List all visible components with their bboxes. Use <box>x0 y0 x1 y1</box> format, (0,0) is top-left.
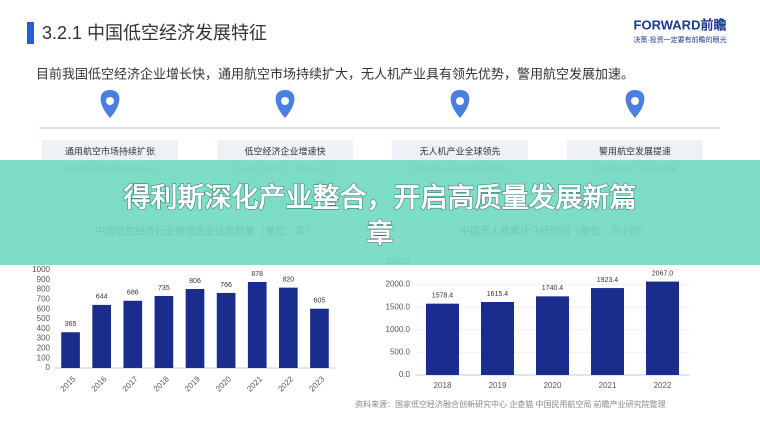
y-tick-label: 1000 <box>32 265 50 274</box>
banner-line: 章 <box>367 218 394 249</box>
data-label: 1615.4 <box>487 291 509 298</box>
y-tick-label: 2000.0 <box>386 280 411 289</box>
x-tick-label: 2019 <box>489 381 507 390</box>
banner-line: 得利斯深化产业整合，开启高质量发展新篇 <box>123 182 637 213</box>
data-label: 820 <box>282 276 294 283</box>
bar <box>646 281 679 375</box>
bar <box>310 308 329 368</box>
bar <box>185 289 205 368</box>
pin-dot <box>631 97 639 105</box>
data-label: 365 <box>65 321 77 328</box>
y-tick-label: 900 <box>37 275 51 284</box>
slogan: 决策·投资一定要有前瞻的眼光 <box>633 35 726 44</box>
y-tick-label: 800 <box>37 285 51 294</box>
pin-dot <box>281 97 289 105</box>
data-label: 644 <box>96 294 108 301</box>
y-tick-label: 0 <box>46 363 51 372</box>
y-tick-label: 100 <box>37 353 51 362</box>
data-label: 735 <box>158 285 170 292</box>
banner-band <box>0 160 760 265</box>
y-tick-label: 500 <box>37 314 51 323</box>
data-label: 878 <box>251 271 263 278</box>
x-tick-label: 2020 <box>544 381 562 390</box>
bar <box>123 300 143 368</box>
summary: 目前我国低空经济企业增长快，通用航空市场持续扩大，无人机产业具有领先优势，警用航… <box>36 66 634 81</box>
source: 资料来源：国家低空经济融合创新研究中心 企查猫 中国民用航空局 前瞻产业研究院整… <box>355 399 666 409</box>
bar <box>61 332 80 368</box>
y-tick-label: 400 <box>37 324 51 333</box>
slide-title: 3.2.1 中国低空经济发展特征 <box>42 23 267 43</box>
pin-dot <box>456 97 464 105</box>
bar <box>591 288 624 375</box>
y-tick-label: 200 <box>37 344 51 353</box>
data-label: 1923.4 <box>597 277 619 284</box>
y-tick-label: 300 <box>37 334 51 343</box>
y-tick-label: 700 <box>37 295 51 304</box>
y-tick-label: 600 <box>37 304 51 313</box>
data-label: 686 <box>127 290 139 297</box>
logo: FORWARD前瞻 <box>634 17 727 32</box>
pin-dot <box>106 97 114 105</box>
data-label: 605 <box>314 298 326 305</box>
bar <box>216 292 236 368</box>
y-tick-label: 500.0 <box>390 348 411 357</box>
x-tick-label: 2018 <box>434 381 452 390</box>
data-label: 766 <box>220 282 232 289</box>
bar <box>92 304 111 368</box>
y-tick-label: 0.0 <box>399 370 411 379</box>
x-tick-label: 2021 <box>599 381 617 390</box>
x-tick-label: 2022 <box>654 381 672 390</box>
bar <box>279 287 298 368</box>
data-label: 2067.0 <box>652 270 674 277</box>
card-title: 低空经济企业增速快 <box>244 145 325 156</box>
y-tick-label: 1500.0 <box>386 302 411 311</box>
bar <box>247 281 267 368</box>
data-label: 806 <box>189 278 201 285</box>
data-label: 1740.4 <box>542 285 564 292</box>
card-title: 通用航空市场持续扩张 <box>65 145 155 156</box>
title-marker <box>27 22 34 44</box>
y-tick-label: 1000.0 <box>386 325 411 334</box>
card-title: 警用航空发展提速 <box>599 145 671 156</box>
banner-text: 得利斯深化产业整合，开启高质量发展新篇章 <box>123 182 637 249</box>
bar <box>426 303 459 375</box>
card-title: 无人机产业全球领先 <box>419 145 500 156</box>
bar <box>536 296 569 375</box>
data-label: 1578.4 <box>432 293 454 300</box>
bar <box>154 295 174 368</box>
bar <box>481 301 514 375</box>
